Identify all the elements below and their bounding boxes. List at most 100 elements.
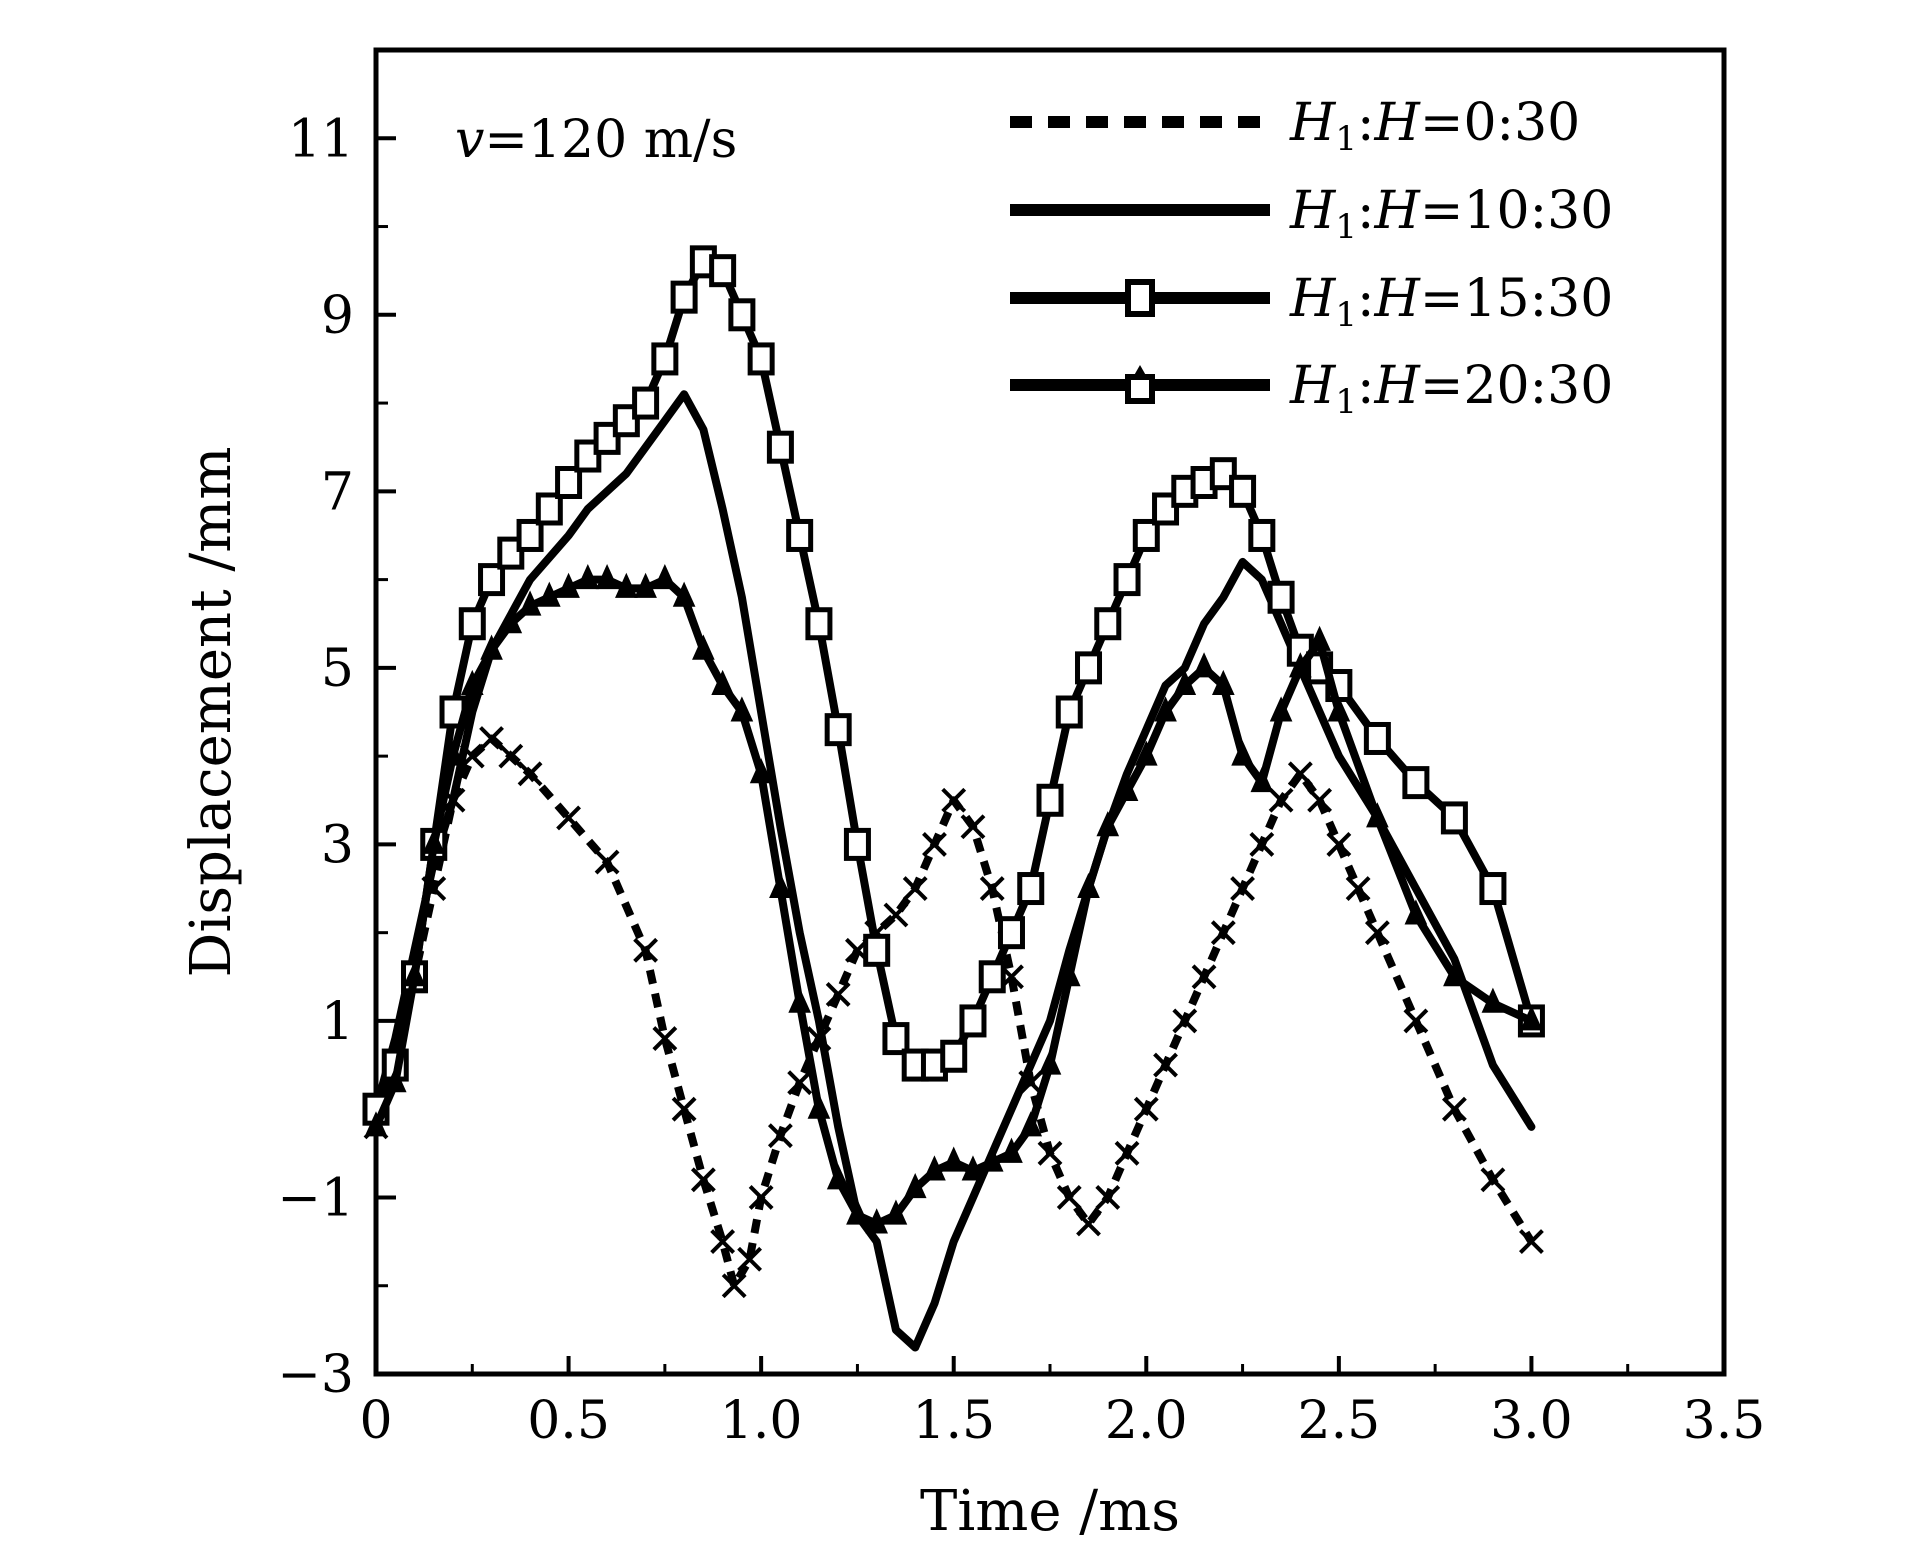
triangle-marker xyxy=(576,563,600,590)
legend-part: : xyxy=(1357,269,1375,329)
legend-label: H1:H=10:30 xyxy=(1289,181,1613,247)
square-marker xyxy=(516,518,544,552)
square-marker xyxy=(593,421,621,455)
x-marker xyxy=(1191,964,1217,990)
square-marker xyxy=(1055,695,1083,729)
square-marker xyxy=(574,439,602,473)
triangle-marker xyxy=(499,608,523,634)
x-tick-label: 2.5 xyxy=(1298,1391,1381,1451)
series-2 xyxy=(372,390,1536,1352)
triangle-marker xyxy=(460,669,484,696)
x-tick-label: 1.5 xyxy=(912,1391,995,1451)
x-marker xyxy=(1095,1185,1121,1210)
x-marker xyxy=(1210,920,1236,946)
square-marker xyxy=(882,1022,910,1056)
x-marker xyxy=(594,849,620,875)
legend-marker xyxy=(1125,374,1155,404)
triangle-marker xyxy=(730,696,754,722)
legend-part: 1 xyxy=(1335,119,1357,159)
x-marker xyxy=(960,814,986,840)
legend-part: =15:30 xyxy=(1420,269,1613,329)
series-line xyxy=(372,734,1535,1290)
series-1 xyxy=(363,726,1544,1299)
square-marker xyxy=(632,386,660,420)
square-marker xyxy=(1209,457,1237,491)
square-marker xyxy=(651,342,679,376)
triangle-marker xyxy=(383,1067,407,1093)
triangle-marker xyxy=(1443,961,1466,987)
square-marker xyxy=(458,607,486,641)
triangle-marker xyxy=(1154,696,1177,722)
square-marker xyxy=(1440,801,1468,835)
square-marker xyxy=(805,607,833,641)
x-marker xyxy=(690,1167,716,1193)
x-marker xyxy=(671,1096,697,1122)
x-marker xyxy=(556,805,581,831)
legend-part: =20:30 xyxy=(1420,356,1613,416)
triangle-marker xyxy=(1520,1005,1543,1031)
triangle-marker xyxy=(422,828,446,854)
x-marker xyxy=(1403,1008,1429,1034)
triangle-marker xyxy=(403,961,426,987)
legend-part: H xyxy=(1289,181,1337,241)
y-tick-label: −3 xyxy=(277,1345,354,1405)
legend-label: H1:H=15:30 xyxy=(1289,269,1613,335)
triangle-marker xyxy=(672,581,696,607)
x-marker xyxy=(1153,1052,1178,1078)
triangle-marker xyxy=(1000,1137,1023,1163)
triangle-marker xyxy=(364,1111,388,1137)
x-marker xyxy=(517,761,543,787)
triangle-marker xyxy=(807,1093,831,1119)
triangle-marker xyxy=(441,740,465,766)
x-tick-label: 3.0 xyxy=(1490,1391,1573,1451)
triangle-marker xyxy=(1250,766,1274,793)
square-marker xyxy=(959,1004,987,1038)
triangle-marker xyxy=(826,1164,850,1190)
triangle-marker xyxy=(480,634,503,660)
legend-part: H xyxy=(1289,93,1337,153)
triangle-marker xyxy=(1308,625,1331,651)
square-marker xyxy=(728,298,756,332)
triangle-marker xyxy=(961,1155,985,1181)
legend-part: 1 xyxy=(1335,207,1357,247)
x-tick-label: 3.5 xyxy=(1683,1391,1766,1451)
x-marker xyxy=(498,743,524,769)
legend-triangle-marker xyxy=(1132,365,1148,379)
y-tick-label: 5 xyxy=(321,639,354,699)
square-marker xyxy=(1017,872,1045,906)
square-marker xyxy=(786,518,814,552)
series-line xyxy=(372,390,1536,1352)
x-marker xyxy=(1287,761,1313,787)
x-axis-title: Time /ms xyxy=(920,1479,1180,1544)
x-marker xyxy=(1230,876,1255,901)
y-tick-label: 1 xyxy=(321,992,354,1052)
x-marker xyxy=(787,1070,813,1096)
x-marker xyxy=(922,831,947,857)
square-marker xyxy=(1075,651,1103,685)
x-marker xyxy=(825,982,851,1007)
x-marker xyxy=(1441,1096,1467,1122)
triangle-marker xyxy=(595,563,619,590)
triangle-marker xyxy=(1115,775,1139,801)
legend-part: =10:30 xyxy=(1420,181,1613,241)
triangle-marker xyxy=(846,1199,869,1225)
triangle-marker xyxy=(1481,987,1505,1013)
triangle-marker xyxy=(980,1146,1004,1172)
legend-part: H xyxy=(1374,356,1422,416)
x-marker xyxy=(1249,831,1275,857)
square-marker xyxy=(555,466,583,500)
legend-label: H1:H=20:30 xyxy=(1289,356,1613,422)
square-marker xyxy=(978,960,1006,994)
square-marker xyxy=(940,1039,968,1073)
square-marker xyxy=(824,713,852,747)
velocity-value: =120 m/s xyxy=(484,110,737,170)
legend-square-marker xyxy=(1125,279,1155,317)
triangle-marker xyxy=(1038,1049,1062,1075)
triangle-marker xyxy=(1269,696,1293,722)
series-layer xyxy=(362,245,1545,1352)
square-marker xyxy=(709,254,737,288)
x-marker xyxy=(767,1123,793,1149)
triangle-marker xyxy=(1173,669,1197,696)
